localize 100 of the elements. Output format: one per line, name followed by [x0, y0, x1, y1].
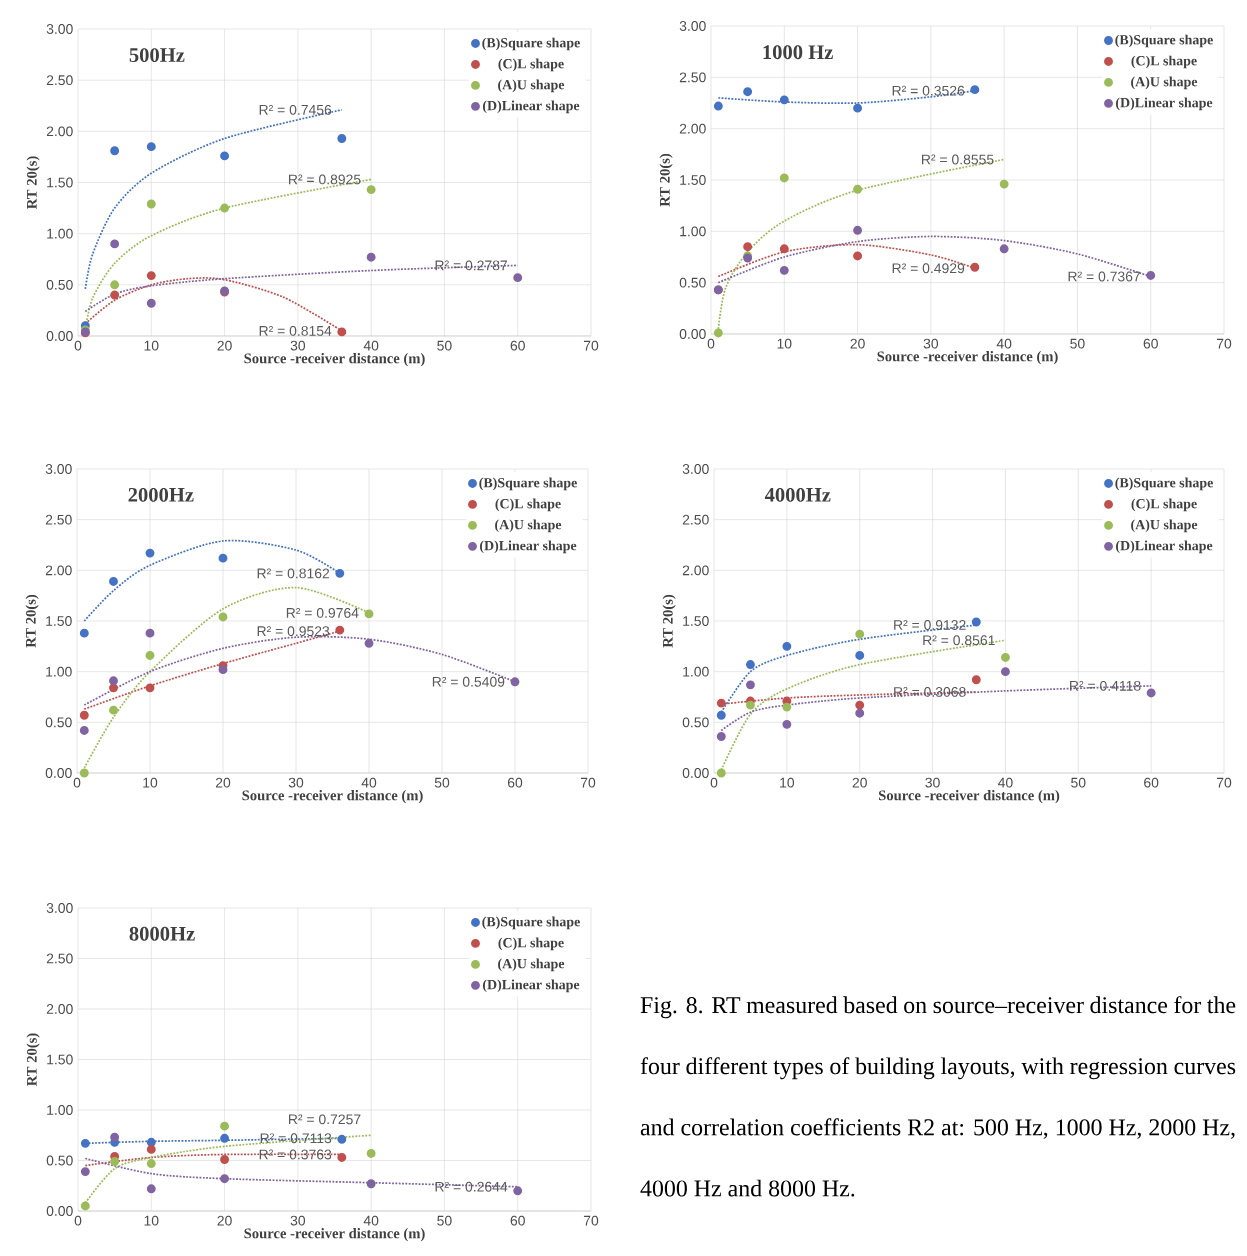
x-tick-label: 20: [850, 338, 865, 349]
x-tick-label: 10: [780, 777, 795, 788]
legend-label: (C)L shape: [498, 937, 564, 951]
x-tick-label: 0: [74, 340, 82, 351]
y-tick-label: 1.00: [47, 1105, 73, 1115]
x-axis-title: Source -receiver distance (m): [244, 1228, 425, 1242]
x-tick-label: 10: [144, 1215, 159, 1226]
y-tick-label: 0.50: [679, 277, 706, 288]
x-tick-label: 70: [583, 1215, 599, 1226]
x-tick-label: 0: [710, 777, 718, 788]
x-tick-label: 20: [215, 777, 231, 788]
legend-label: (D)Linear shape: [482, 100, 580, 114]
annotation: R² = 0.2644: [435, 1181, 508, 1192]
x-tick-label: 30: [925, 777, 940, 788]
annotation: R² = 0.4929: [892, 263, 965, 274]
x-axis-title: Source -receiver distance (m): [877, 351, 1058, 365]
x-tick-label: 10: [777, 338, 792, 349]
y-tick-label: 1.00: [680, 226, 706, 237]
y-tick-label: 3.00: [682, 464, 709, 474]
x-axis-title: Source -receiver distance (m): [242, 790, 423, 804]
y-tick-label: 1.50: [680, 175, 706, 185]
x-tick-label: 70: [583, 340, 599, 351]
annotation: R² = 0.2787: [435, 260, 507, 271]
annotation: R² = 0.9764: [286, 607, 359, 618]
y-axis-title: RT 20(s): [26, 1033, 40, 1086]
legend-label: (B)Square shape: [479, 477, 577, 491]
x-tick-label: 50: [1070, 338, 1085, 349]
y-tick-label: 0.00: [46, 1206, 73, 1216]
y-tick-label: 2.00: [45, 565, 72, 576]
annotation: R² = 0.8154: [259, 325, 332, 336]
y-tick-label: 2.50: [679, 72, 706, 83]
annotation: R² = 0.7456: [259, 104, 332, 115]
y-axis-title: RT 20(s): [659, 153, 673, 207]
y-tick-label: 2.50: [682, 514, 709, 525]
legend-label: (D)Linear shape: [480, 540, 577, 554]
y-tick-label: 1.00: [46, 666, 72, 677]
y-axis-title: RT 20(s): [26, 156, 40, 209]
legend-label: (A)U shape: [498, 958, 565, 972]
y-tick-label: 2.50: [45, 514, 72, 525]
annotation: R² = 0.8561: [923, 635, 995, 646]
annotation: R² = 0.8925: [289, 174, 361, 185]
x-tick-label: 40: [363, 1215, 379, 1226]
y-tick-label: 0.00: [46, 331, 73, 341]
x-tick-label: 10: [144, 340, 159, 351]
annotation: R² = 0.8162: [257, 568, 330, 579]
x-tick-label: 70: [1216, 777, 1232, 788]
y-axis-title: RT 20(s): [662, 594, 676, 648]
legend-label: (B)Square shape: [482, 37, 580, 51]
y-tick-label: 0.50: [682, 717, 709, 728]
x-tick-label: 30: [923, 338, 939, 349]
annotation: R² = 0.8555: [922, 154, 994, 165]
legend-label: (A)U shape: [498, 79, 565, 93]
x-tick-label: 50: [1071, 777, 1086, 788]
x-tick-label: 70: [580, 777, 596, 788]
y-tick-label: 0.50: [46, 1155, 73, 1166]
x-tick-label: 60: [507, 777, 523, 788]
text: 1000 Hz: [763, 45, 833, 60]
annotation: R² = 0.9132: [894, 620, 966, 630]
x-tick-label: 60: [510, 1215, 525, 1226]
x-tick-label: 0: [707, 338, 715, 349]
x-tick-label: 40: [996, 338, 1012, 349]
y-tick-label: 3.00: [679, 21, 706, 31]
legend-label: (D)Linear shape: [1116, 540, 1213, 554]
y-tick-label: 2.00: [46, 1004, 73, 1014]
x-tick-label: 50: [437, 1215, 452, 1226]
legend-label: (A)U shape: [495, 519, 562, 533]
y-tick-label: 2.00: [46, 126, 73, 137]
legend-label: (C)L shape: [495, 498, 561, 512]
annotation: R² = 0.5409: [432, 676, 505, 687]
y-tick-label: 1.50: [46, 616, 72, 626]
y-tick-label: 2.00: [679, 123, 706, 134]
y-tick-label: 3.00: [45, 464, 72, 474]
y-tick-label: 3.00: [46, 24, 73, 34]
x-tick-label: 60: [1143, 338, 1158, 349]
x-tick-label: 20: [217, 1215, 232, 1226]
legend-label: (B)Square shape: [1115, 34, 1213, 48]
x-tick-label: 30: [290, 1215, 306, 1226]
legend-label: (B)Square shape: [482, 916, 580, 930]
y-tick-label: 0.00: [679, 329, 706, 339]
x-tick-label: 60: [510, 340, 525, 351]
y-tick-label: 2.50: [46, 953, 73, 964]
y-tick-label: 1.00: [683, 666, 709, 677]
legend-label: (C)L shape: [498, 58, 564, 72]
annotation: R² = 0.3526: [892, 85, 965, 96]
x-tick-label: 50: [434, 777, 450, 788]
x-tick-label: 0: [74, 1215, 82, 1226]
y-tick-label: 0.00: [682, 768, 709, 778]
x-tick-label: 70: [1216, 338, 1232, 349]
text: 8000Hz: [129, 926, 195, 941]
legend-label: (D)Linear shape: [1116, 97, 1213, 111]
text: Fig. 8. RT measured based on source–receiver distance for the four different types of building layouts, with regression curves and correlation coefficients R2 at: 500 Hz, 1000 Hz, 2000 Hz, 4000 Hz and 8000 Hz.: [640, 996, 1236, 1197]
text: 2000Hz: [128, 487, 194, 502]
annotation: R² = 0.7367: [1068, 271, 1140, 282]
y-axis-title: RT 20(s): [25, 594, 39, 648]
x-axis-title: Source -receiver distance (m): [244, 353, 425, 367]
text: 4000Hz: [764, 487, 831, 502]
x-tick-label: 20: [852, 777, 867, 788]
x-tick-label: 40: [361, 777, 377, 788]
legend-label: (A)U shape: [1131, 519, 1198, 533]
y-tick-label: 3.00: [46, 903, 73, 913]
